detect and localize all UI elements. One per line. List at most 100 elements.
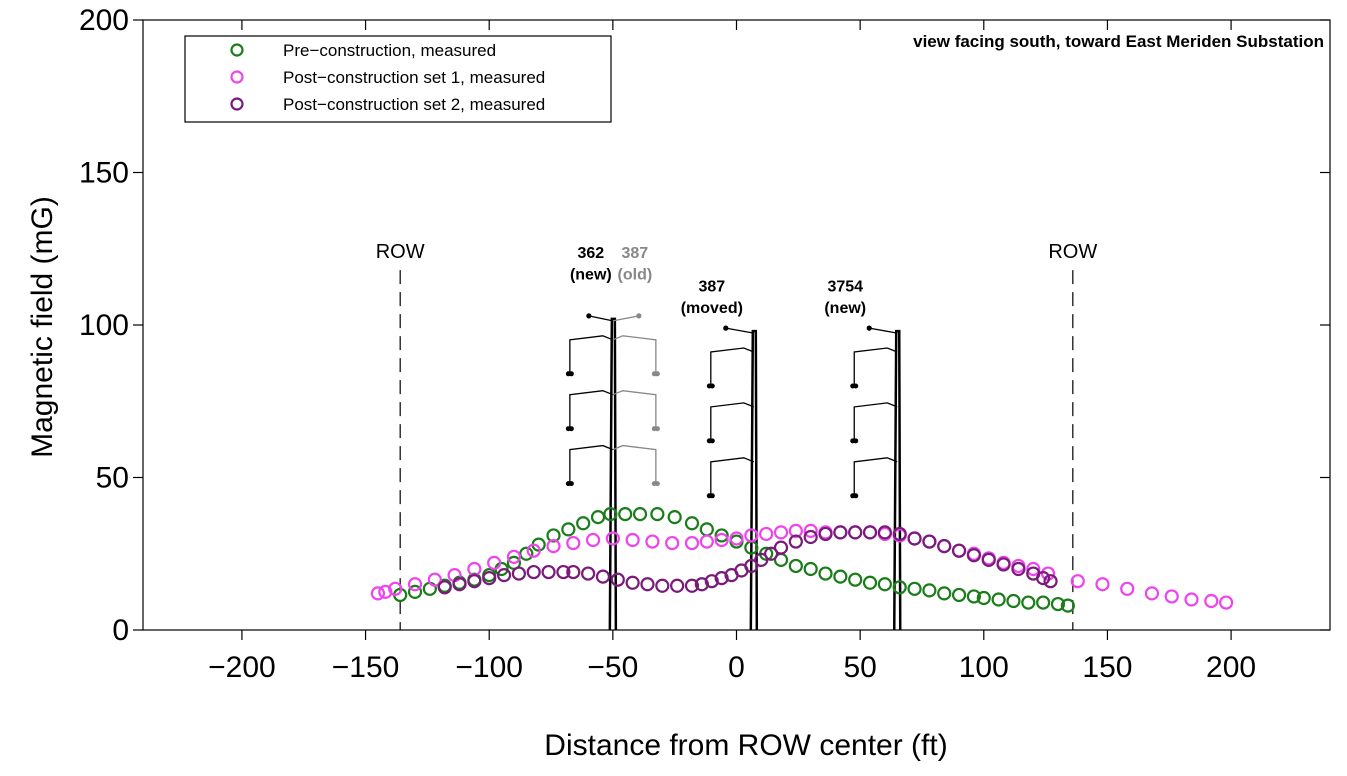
structure: 3754 (new) <box>824 278 902 631</box>
y-tick-label: 50 <box>96 462 129 495</box>
data-point <box>1184 592 1199 607</box>
data-point <box>699 534 714 549</box>
data-point <box>966 548 982 563</box>
x-tick-label: −100 <box>455 651 523 684</box>
shield-arm <box>612 315 639 322</box>
data-point <box>966 589 982 604</box>
x-axis-label: Distance from ROW center (ft) <box>544 729 947 762</box>
data-point <box>877 577 892 592</box>
shield-arm <box>588 315 613 322</box>
legend: Pre−construction, measured Post−construct… <box>184 35 612 123</box>
data-point <box>407 577 423 592</box>
shield-arm <box>869 327 898 334</box>
y-axis-label: Magnetic field (mG) <box>26 196 59 458</box>
data-point <box>1164 589 1179 604</box>
legend-label: Post−construction set 1, measured <box>283 68 545 87</box>
data-point <box>773 525 789 540</box>
data-point <box>907 531 922 546</box>
data-point <box>625 532 640 548</box>
data-point <box>788 558 803 574</box>
data-point <box>437 580 452 595</box>
legend-marker <box>230 70 244 84</box>
data-point <box>605 531 620 546</box>
phase-arm <box>853 402 898 441</box>
data-point <box>991 592 1006 607</box>
conductor <box>853 438 859 444</box>
conductor <box>709 438 715 444</box>
data-point <box>561 522 576 537</box>
data-point <box>788 534 803 549</box>
data-point <box>610 572 625 587</box>
data-point <box>833 569 848 584</box>
legend-label: Post−construction set 2, measured <box>283 95 545 114</box>
data-point <box>684 535 700 551</box>
data-point <box>546 539 561 554</box>
data-point <box>506 549 522 564</box>
structure-label: (old) <box>618 266 653 283</box>
data-point <box>744 528 759 543</box>
data-point <box>951 543 967 558</box>
conductor <box>709 493 715 499</box>
data-point <box>595 569 611 584</box>
data-point <box>976 590 991 606</box>
data-point <box>996 557 1011 572</box>
data-point <box>729 531 744 546</box>
data-point <box>937 586 952 601</box>
shield-conductor <box>586 313 592 319</box>
data-point <box>1070 574 1085 589</box>
data-point <box>487 555 502 571</box>
x-tick-label: 100 <box>959 651 1009 684</box>
x-tick-label: 150 <box>1082 651 1132 684</box>
data-point <box>467 574 482 589</box>
data-point <box>388 581 403 596</box>
data-point <box>744 558 759 574</box>
pole <box>892 329 902 631</box>
conductor <box>853 383 859 389</box>
data-point <box>907 581 922 596</box>
data-point <box>1120 581 1135 596</box>
data-point <box>645 534 660 549</box>
data-point <box>892 526 907 542</box>
legend-box <box>184 35 612 123</box>
data-point <box>1036 595 1051 610</box>
conductor <box>654 481 660 487</box>
data-point <box>590 510 606 525</box>
axes: −200 −150 −100 −50 0 50 100 150 200 0 50 100 150 200 <box>79 4 1330 684</box>
legend-marker <box>230 43 244 57</box>
data-point <box>1006 593 1021 609</box>
structure-label: (new) <box>824 300 866 317</box>
data-point <box>714 532 729 548</box>
phase-arm <box>612 390 657 429</box>
conductor <box>654 426 660 432</box>
data-point <box>862 525 878 540</box>
data-point <box>1060 598 1075 613</box>
data-point <box>1021 595 1036 610</box>
conductor <box>654 371 660 377</box>
data-point <box>581 566 596 581</box>
data-point <box>1026 561 1041 577</box>
data-point <box>818 566 833 581</box>
data-point <box>585 532 601 548</box>
structure-label: 3754 <box>827 278 863 295</box>
data-point <box>655 578 670 593</box>
data-point <box>576 516 591 531</box>
structure-label: 387 <box>622 245 649 262</box>
conductor <box>709 383 715 389</box>
phase-arm <box>710 457 755 496</box>
data-point <box>764 546 779 561</box>
x-tick-label: 50 <box>843 651 876 684</box>
data-point <box>1036 571 1051 586</box>
data-point <box>650 506 665 522</box>
x-tick-label: −50 <box>587 651 638 684</box>
data-point <box>833 525 848 540</box>
row-label: ROW <box>376 241 425 263</box>
data-point <box>519 546 534 561</box>
row-label: ROW <box>1048 241 1097 263</box>
data-point <box>407 584 423 599</box>
data-point <box>566 535 581 551</box>
data-point <box>951 587 967 603</box>
data-point <box>370 586 386 601</box>
data-point <box>714 528 729 543</box>
data-point <box>937 539 952 554</box>
